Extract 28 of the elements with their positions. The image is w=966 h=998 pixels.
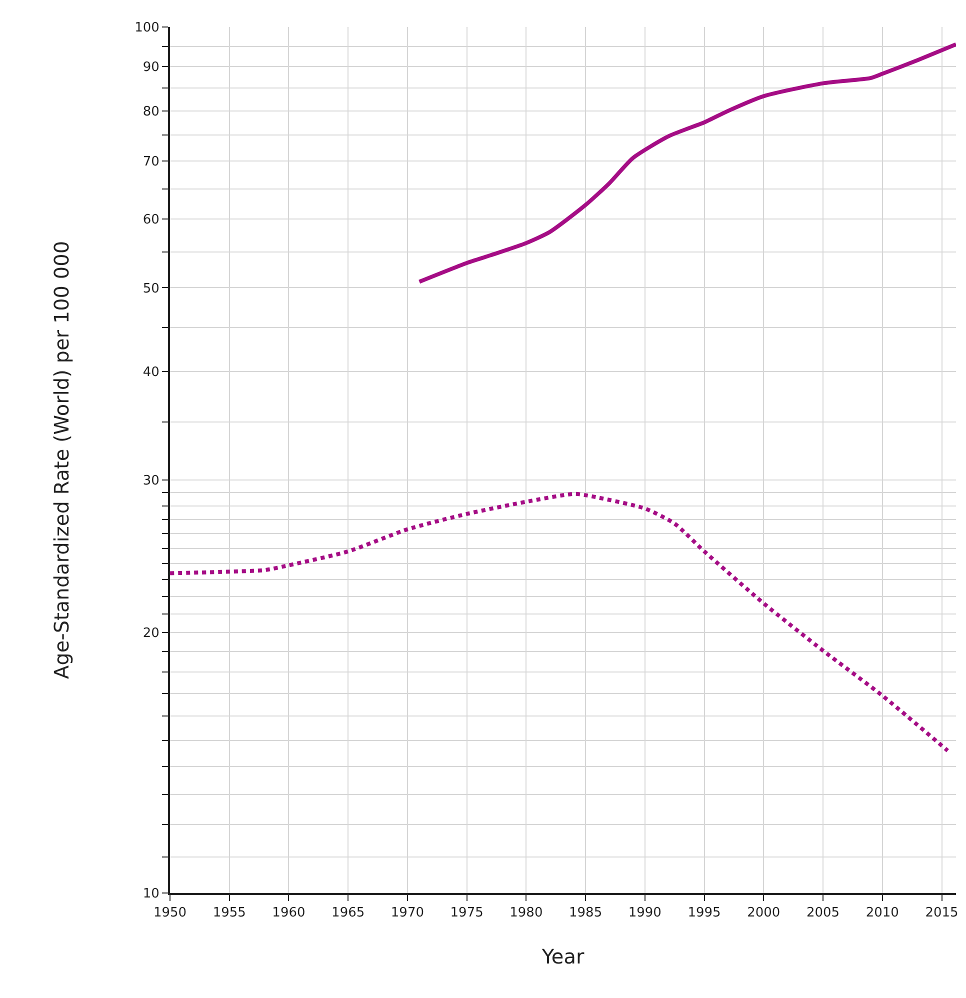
x-tick-label: 1960: [272, 906, 306, 921]
line-series: [417, 42, 956, 284]
y-tick-label: 80: [142, 104, 160, 120]
y-tick-label: 70: [142, 154, 160, 170]
x-tick-label: 2015: [925, 906, 958, 921]
x-tick-label: 1955: [212, 906, 246, 921]
y-tick-label: 20: [142, 626, 160, 641]
x-tick-label: 1985: [569, 906, 602, 921]
x-tick-label: 1975: [450, 906, 484, 921]
y-tick-label: 10: [142, 886, 160, 902]
x-tick-label: 1980: [510, 906, 543, 921]
line-series: [170, 492, 950, 753]
x-tick-label: 2005: [806, 906, 840, 921]
y-tick-label: 40: [142, 365, 160, 380]
y-tick-label: 60: [142, 212, 160, 228]
x-tick-label: 2000: [747, 906, 780, 921]
y-tick-label: 30: [142, 473, 160, 488]
x-axis-title: Year: [540, 944, 585, 969]
x-tick-label: 1965: [332, 906, 365, 921]
y-tick-label: 90: [142, 60, 160, 76]
y-axis-title: Age-Standardized Rate (World) per 100 000: [50, 240, 74, 680]
y-tick-label: 50: [142, 281, 160, 296]
x-tick-label: 1970: [390, 906, 424, 921]
x-tick-label: 1950: [153, 906, 187, 921]
x-tick-label: 1995: [688, 906, 721, 921]
x-tick-label: 1990: [628, 906, 662, 921]
y-tick-label: 100: [134, 20, 160, 36]
x-tick-label: 2010: [866, 906, 899, 921]
